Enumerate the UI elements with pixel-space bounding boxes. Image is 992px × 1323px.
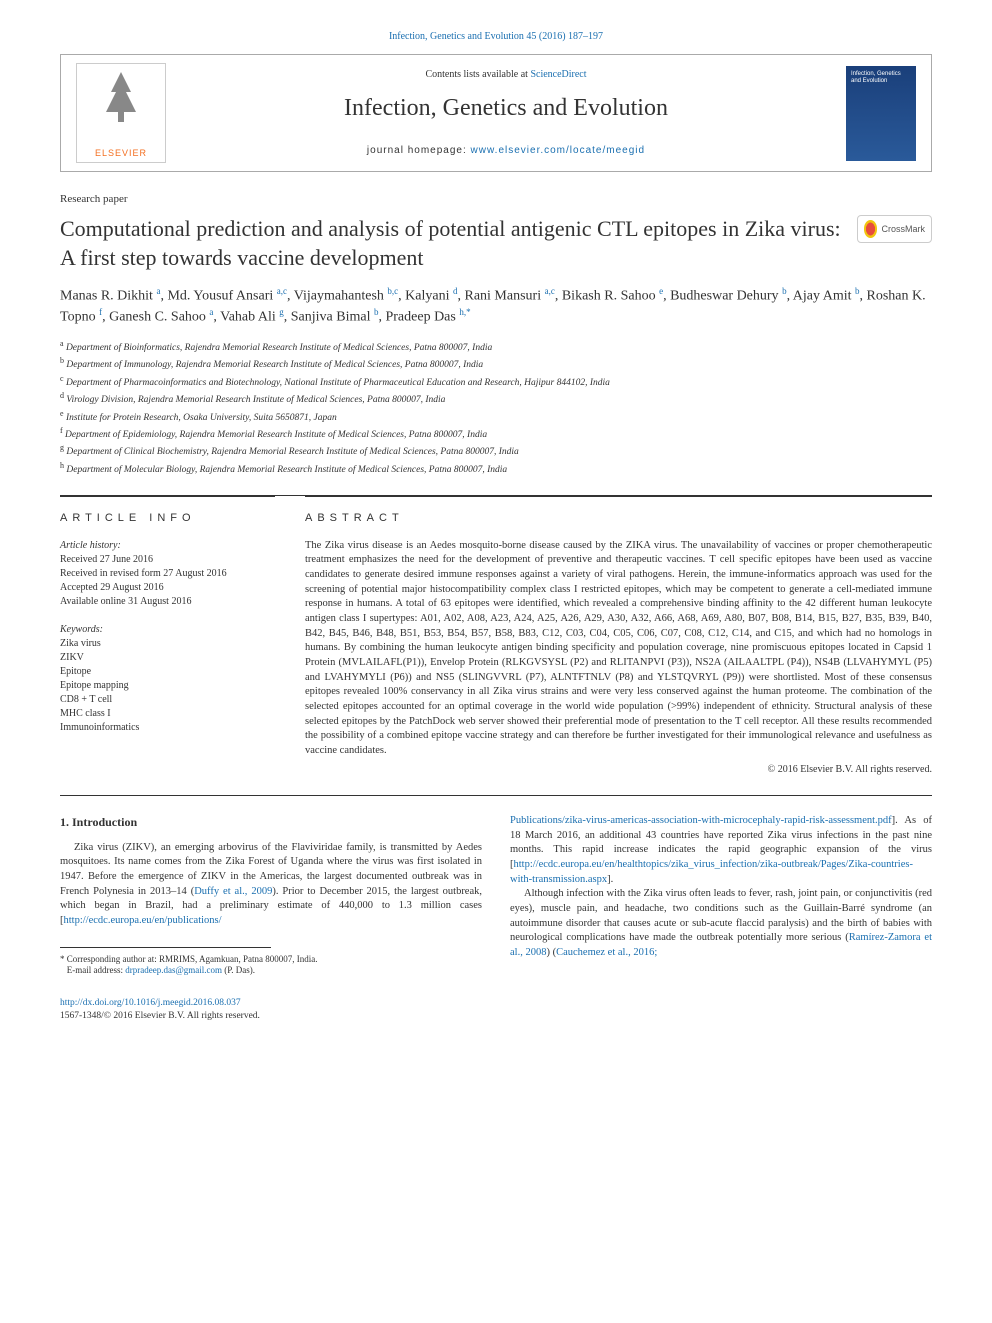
tree-icon	[96, 67, 146, 145]
link-ecdc-1[interactable]: http://ecdc.europa.eu/en/publications/	[64, 915, 222, 926]
journal-title: Infection, Genetics and Evolution	[166, 92, 846, 126]
affiliation-item: b Department of Immunology, Rajendra Mem…	[60, 355, 932, 372]
affiliation-item: h Department of Molecular Biology, Rajen…	[60, 460, 932, 477]
issue-citation-link[interactable]: Infection, Genetics and Evolution 45 (20…	[389, 31, 603, 42]
doi-link[interactable]: http://dx.doi.org/10.1016/j.meegid.2016.…	[60, 998, 241, 1008]
paper-title: Computational prediction and analysis of…	[60, 215, 842, 272]
affiliation-item: c Department of Pharmacoinformatics and …	[60, 373, 932, 390]
keyword-item: CD8 + T cell	[60, 693, 275, 707]
journal-homepage-link[interactable]: www.elsevier.com/locate/meegid	[471, 145, 646, 156]
body-col-left: 1. Introduction Zika virus (ZIKV), an em…	[60, 814, 482, 977]
article-info: ARTICLE INFO Article history: Received 2…	[60, 496, 275, 777]
elsevier-logo-text: ELSEVIER	[95, 147, 147, 160]
intro-para-2: Although infection with the Zika virus o…	[510, 887, 932, 960]
abstract: ABSTRACT The Zika virus disease is an Ae…	[305, 496, 932, 777]
intro-para-1-cont: Publications/zika-virus-americas-associa…	[510, 814, 932, 887]
journal-cover: Infection, Genetics and Evolution	[846, 66, 916, 161]
journal-header: ELSEVIER Contents lists available at Sci…	[60, 54, 932, 172]
paper-type: Research paper	[60, 192, 932, 207]
elsevier-logo: ELSEVIER	[76, 63, 166, 163]
contents-line: Contents lists available at ScienceDirec…	[166, 68, 846, 82]
link-ecdc-pdf[interactable]: Publications/zika-virus-americas-associa…	[510, 815, 892, 826]
body-col-right: Publications/zika-virus-americas-associa…	[510, 814, 932, 977]
keyword-item: ZIKV	[60, 651, 275, 665]
crossmark-label: CrossMark	[881, 223, 925, 236]
crossmark-badge[interactable]: CrossMark	[857, 215, 932, 243]
issue-citation: Infection, Genetics and Evolution 45 (20…	[60, 30, 932, 44]
article-info-heading: ARTICLE INFO	[60, 511, 275, 526]
history-item: Accepted 29 August 2016	[60, 581, 275, 595]
keyword-item: Zika virus	[60, 637, 275, 651]
keyword-item: Immunoinformatics	[60, 721, 275, 735]
history-item: Received in revised form 27 August 2016	[60, 567, 275, 581]
keyword-item: Epitope	[60, 665, 275, 679]
journal-homepage: journal homepage: www.elsevier.com/locat…	[166, 144, 846, 158]
ref-duffy[interactable]: Duffy et al., 2009	[194, 886, 272, 897]
article-history: Article history: Received 27 June 2016Re…	[60, 539, 275, 609]
sciencedirect-link[interactable]: ScienceDirect	[530, 69, 586, 80]
corr-email-link[interactable]: drpradeep.das@gmail.com	[125, 965, 222, 975]
affiliation-item: d Virology Division, Rajendra Memorial R…	[60, 390, 932, 407]
affiliation-item: e Institute for Protein Research, Osaka …	[60, 408, 932, 425]
affiliations-list: a Department of Bioinformatics, Rajendra…	[60, 338, 932, 477]
history-item: Received 27 June 2016	[60, 553, 275, 567]
affiliation-item: a Department of Bioinformatics, Rajendra…	[60, 338, 932, 355]
history-item: Available online 31 August 2016	[60, 595, 275, 609]
intro-para-1: Zika virus (ZIKV), an emerging arbovirus…	[60, 841, 482, 929]
authors-list: Manas R. Dikhit a, Md. Yousuf Ansari a,c…	[60, 285, 932, 328]
affiliation-item: f Department of Epidemiology, Rajendra M…	[60, 425, 932, 442]
ref-cauchemez[interactable]: Cauchemez et al., 2016;	[556, 947, 657, 958]
footer: http://dx.doi.org/10.1016/j.meegid.2016.…	[60, 997, 932, 1024]
intro-heading: 1. Introduction	[60, 814, 482, 831]
abstract-copyright: © 2016 Elsevier B.V. All rights reserved…	[305, 763, 932, 777]
body-columns: 1. Introduction Zika virus (ZIKV), an em…	[60, 814, 932, 977]
keywords-block: Keywords: Zika virusZIKVEpitopeEpitope m…	[60, 623, 275, 735]
crossmark-icon	[864, 220, 877, 238]
abstract-heading: ABSTRACT	[305, 511, 932, 526]
keyword-item: Epitope mapping	[60, 679, 275, 693]
abstract-text: The Zika virus disease is an Aedes mosqu…	[305, 539, 932, 759]
affiliation-item: g Department of Clinical Biochemistry, R…	[60, 442, 932, 459]
keyword-item: MHC class I	[60, 707, 275, 721]
link-ecdc-2[interactable]: http://ecdc.europa.eu/en/healthtopics/zi…	[510, 859, 913, 885]
issn-copyright: 1567-1348/© 2016 Elsevier B.V. All right…	[60, 1011, 260, 1021]
corresponding-footnote: * Corresponding author at: RMRIMS, Agamk…	[60, 954, 482, 977]
